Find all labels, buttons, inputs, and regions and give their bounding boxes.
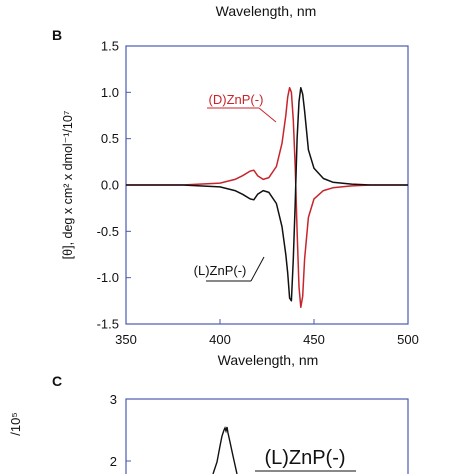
series-line-l-znp: [126, 86, 408, 302]
y-tick-label: -1.5: [97, 317, 119, 332]
l-callout-pointer: [250, 256, 265, 282]
panel-c-legend: (L)ZnP(-): [264, 447, 345, 469]
x-tick-label: 350: [115, 332, 137, 347]
panel-c-ylabel-fragment: /10⁵: [8, 412, 23, 435]
panel-c-frame: [125, 398, 409, 474]
series-line-d-znp: [126, 86, 408, 309]
panel-c-peak: [212, 426, 238, 474]
l-series-label: (L)ZnP(-): [194, 263, 247, 278]
y-tick-label: -0.5: [97, 224, 119, 239]
y-tick-label: 1.0: [101, 85, 119, 100]
panel-c-ytick-label: 2: [110, 454, 117, 469]
x-axis: 350 400 450 500: [115, 319, 419, 347]
d-series-label: (D)ZnP(-): [209, 92, 264, 107]
y-tick-label: 0.5: [101, 131, 119, 146]
d-callout-pointer: [258, 107, 277, 123]
y-tick-label: 0.0: [101, 178, 119, 193]
y-tick-label: 1.5: [101, 39, 119, 54]
y-axis-label: [θ], deg x cm² x dmol⁻¹/10⁷: [61, 110, 75, 259]
panel-c: C 3 2 /10⁵ (L)ZnP(-): [8, 373, 409, 474]
x-tick-label: 450: [303, 332, 325, 347]
x-axis-label: Wavelength, nm: [218, 352, 319, 368]
y-tick-label: -1.0: [97, 270, 119, 285]
top-x-axis-label: Wavelength, nm: [216, 3, 317, 19]
y-axis: -1.5 -1.0 -0.5 0.0 0.5 1.0 1.5: [97, 39, 131, 332]
panel-c-ytick-label: 3: [110, 392, 117, 407]
panel-b-label: B: [52, 27, 62, 43]
panel-c-label: C: [52, 373, 62, 389]
chart-lines: [126, 86, 408, 309]
x-tick-label: 400: [209, 332, 231, 347]
panel-b: B -1.5-1.0-0.50.00.51.01.5 350 400 450 500 …: [52, 27, 419, 368]
x-tick-label: 500: [397, 332, 419, 347]
